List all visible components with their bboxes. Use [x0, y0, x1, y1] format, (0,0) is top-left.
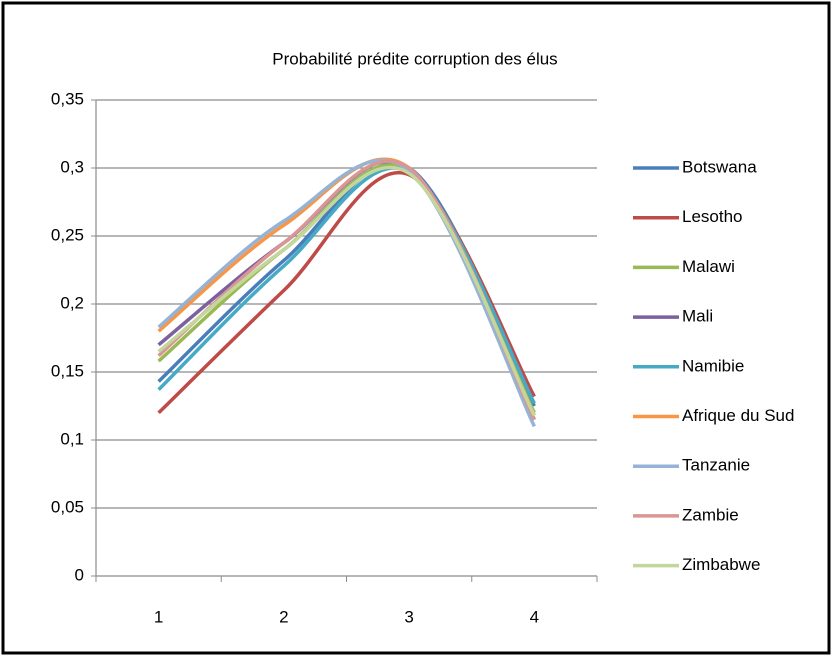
x-tick-label: 4 [530, 607, 539, 626]
legend-label: Afrique du Sud [682, 406, 794, 425]
legend-label: Zambie [682, 505, 739, 524]
legend-label: Namibie [682, 356, 744, 375]
legend-label: Malawi [682, 257, 735, 276]
x-tick-label: 2 [279, 607, 288, 626]
y-tick-label: 0,35 [51, 89, 84, 108]
legend-label: Lesotho [682, 207, 743, 226]
series-line [157, 158, 536, 428]
x-tick-label: 1 [154, 607, 163, 626]
legend-label: Mali [682, 307, 713, 326]
y-tick-label: 0,1 [60, 429, 84, 448]
legend-label: Zimbabwe [682, 555, 760, 574]
y-tick-label: 0,25 [51, 225, 84, 244]
y-tick-label: 0,05 [51, 497, 84, 516]
legend-label: Botswana [682, 157, 757, 176]
series-line [157, 166, 536, 405]
y-tick-label: 0 [75, 565, 84, 584]
series-line [157, 165, 536, 417]
x-tick-label: 3 [404, 607, 413, 626]
legend-label: Tanzanie [682, 456, 750, 475]
chart-title: Probabilité prédite corruption des élus [272, 49, 557, 68]
y-tick-label: 0,15 [51, 361, 84, 380]
y-tick-label: 0,3 [60, 157, 84, 176]
y-tick-label: 0,2 [60, 293, 84, 312]
